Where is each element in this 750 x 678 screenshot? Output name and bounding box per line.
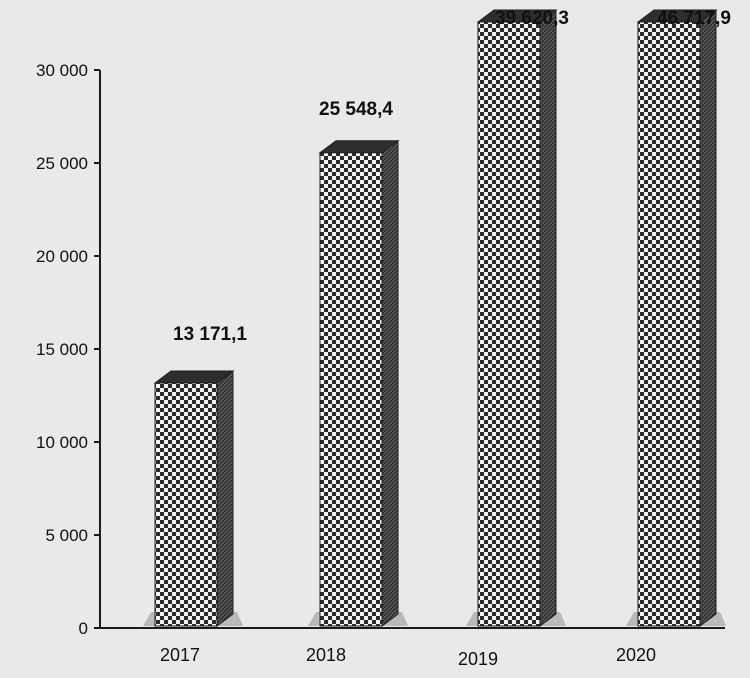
bar [477, 21, 541, 627]
bar [154, 382, 218, 627]
x-tick-label: 2019 [458, 649, 498, 669]
bar-layer [143, 9, 726, 627]
x-tick-label: 2020 [616, 645, 656, 665]
bar-side [381, 139, 399, 627]
y-tick-label: 25 000 [36, 154, 88, 173]
bar-group [143, 370, 243, 627]
x-tick-label: 2018 [306, 645, 346, 665]
bar [319, 152, 383, 627]
bar-side [216, 370, 234, 627]
label-layer: 13 171,1 25 548,4 39 620,3 46 717,9 [173, 8, 731, 345]
y-tick-label: 10 000 [36, 433, 88, 452]
y-tick-label: 0 [79, 619, 88, 638]
y-tick-label: 15 000 [36, 340, 88, 359]
bar-side [539, 9, 557, 627]
axis-layer: 0 5 000 10 000 15 000 20 000 25 000 30 000 2017… [36, 61, 725, 669]
y-tick-label: 20 000 [36, 247, 88, 266]
data-label: 25 548,4 [319, 99, 393, 120]
bar-group [466, 9, 566, 627]
bar-side [699, 9, 717, 627]
bar [637, 21, 701, 627]
y-tick-label: 5 000 [45, 526, 88, 545]
bar-group [626, 9, 726, 627]
data-label: 46 717,9 [657, 8, 731, 29]
data-label: 39 620,3 [495, 8, 569, 29]
x-tick-label: 2017 [160, 645, 200, 665]
bar-group [308, 139, 408, 627]
y-tick-label: 30 000 [36, 61, 88, 80]
data-label: 13 171,1 [173, 324, 247, 345]
